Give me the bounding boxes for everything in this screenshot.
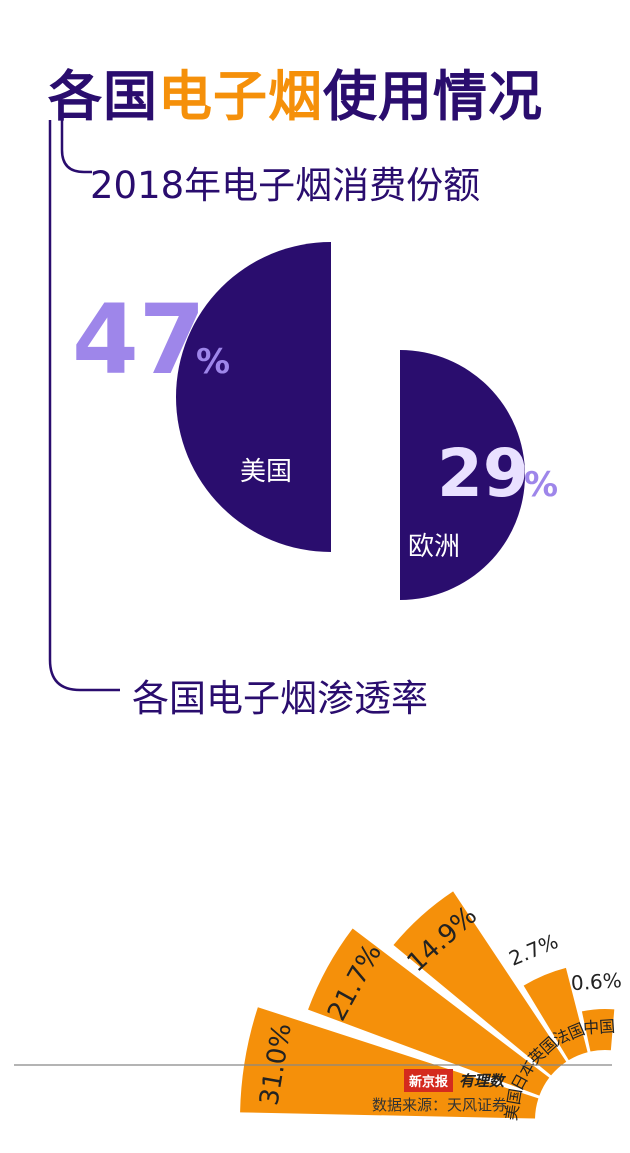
title-highlight: 电子烟 xyxy=(158,65,323,128)
share-half-disc-europe xyxy=(400,350,525,600)
rate-value-label: 0.6% xyxy=(570,968,622,995)
rate-sector-3 xyxy=(523,967,588,1061)
share-chart: 47% 美国 29% 欧洲 xyxy=(72,242,558,600)
publisher-logo: 新京报 有理数 xyxy=(404,1068,505,1092)
rate-value-label: 2.7% xyxy=(505,929,561,971)
data-source: 数据来源：天风证券 xyxy=(372,1096,508,1114)
penetration-chart-title: 各国电子烟渗透率 xyxy=(132,677,428,720)
rate-sector-2 xyxy=(393,891,567,1076)
bracket-line-main xyxy=(48,120,120,692)
logo-text: 新京报 xyxy=(404,1068,454,1092)
logo-script: 有理数 xyxy=(459,1071,505,1090)
share-half-disc-usa xyxy=(176,242,331,552)
title-part1: 各国 xyxy=(48,65,158,128)
share-value-label: 47 xyxy=(72,284,206,396)
rate-sector-0 xyxy=(240,1007,539,1119)
page-title: 各国电子烟使用情况 xyxy=(48,52,608,131)
rate-sector-4 xyxy=(581,1008,615,1052)
share-category-label: 美国 xyxy=(240,457,292,487)
rate-category-label: 中国 xyxy=(583,1017,616,1038)
share-chart-title: 2018年电子烟消费份额 xyxy=(90,164,481,207)
share-category-label: 欧洲 xyxy=(408,532,460,562)
bracket-line-top xyxy=(60,120,92,174)
title-part3: 使用情况 xyxy=(323,65,543,128)
share-percent-sign: % xyxy=(196,342,230,382)
share-value-label: 29 xyxy=(437,435,529,512)
rate-sector-1 xyxy=(308,928,550,1096)
share-percent-sign: % xyxy=(524,465,558,505)
